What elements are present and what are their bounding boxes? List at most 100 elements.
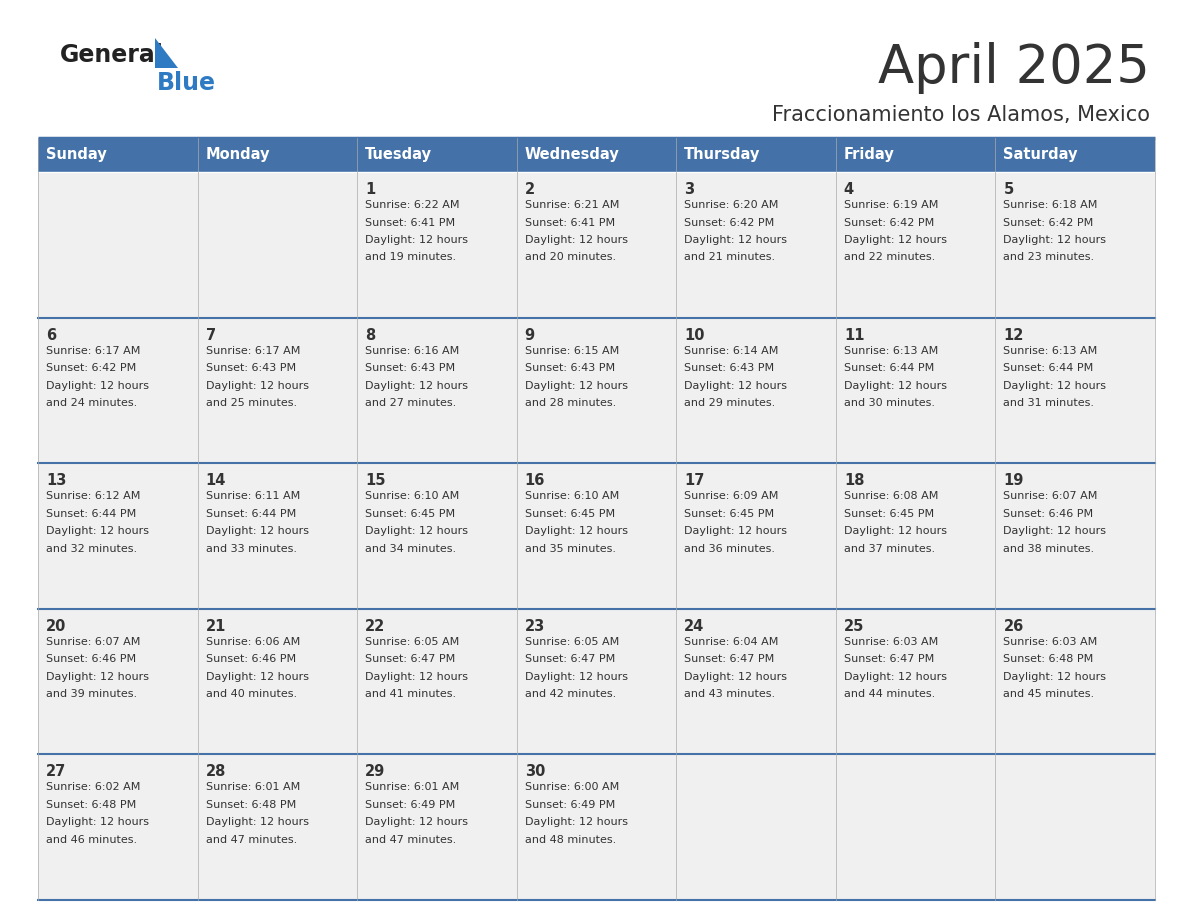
Text: Daylight: 12 hours: Daylight: 12 hours	[1004, 672, 1106, 682]
Text: 25: 25	[843, 619, 864, 633]
Bar	[38, 172, 197, 318]
Text: Sunrise: 6:13 AM: Sunrise: 6:13 AM	[843, 345, 939, 355]
Text: 11: 11	[843, 328, 865, 342]
Text: Sunset: 6:43 PM: Sunset: 6:43 PM	[206, 364, 296, 373]
Text: Daylight: 12 hours: Daylight: 12 hours	[525, 381, 627, 390]
Text: 28: 28	[206, 765, 226, 779]
Text: Sunrise: 6:03 AM: Sunrise: 6:03 AM	[1004, 637, 1098, 647]
Text: and 28 minutes.: and 28 minutes.	[525, 398, 615, 409]
Text: Wednesday: Wednesday	[525, 148, 619, 162]
Text: 24: 24	[684, 619, 704, 633]
Text: Sunset: 6:44 PM: Sunset: 6:44 PM	[843, 364, 934, 373]
Text: Sunrise: 6:04 AM: Sunrise: 6:04 AM	[684, 637, 778, 647]
Bar	[38, 138, 197, 172]
Bar	[358, 755, 517, 900]
Text: Sunrise: 6:07 AM: Sunrise: 6:07 AM	[46, 637, 140, 647]
Text: and 25 minutes.: and 25 minutes.	[206, 398, 297, 409]
Text: Sunrise: 6:05 AM: Sunrise: 6:05 AM	[525, 637, 619, 647]
Text: Sunrise: 6:14 AM: Sunrise: 6:14 AM	[684, 345, 778, 355]
Text: Daylight: 12 hours: Daylight: 12 hours	[206, 672, 309, 682]
Text: 15: 15	[365, 473, 386, 488]
Text: Sunrise: 6:01 AM: Sunrise: 6:01 AM	[206, 782, 299, 792]
Text: 7: 7	[206, 328, 216, 342]
Bar	[836, 609, 996, 755]
Bar	[676, 172, 836, 318]
Text: Daylight: 12 hours: Daylight: 12 hours	[843, 672, 947, 682]
Text: Sunset: 6:47 PM: Sunset: 6:47 PM	[843, 655, 934, 665]
Bar	[996, 464, 1155, 609]
Text: and 43 minutes.: and 43 minutes.	[684, 689, 776, 700]
Text: Sunset: 6:48 PM: Sunset: 6:48 PM	[206, 800, 296, 810]
Text: Sunrise: 6:06 AM: Sunrise: 6:06 AM	[206, 637, 299, 647]
Text: and 35 minutes.: and 35 minutes.	[525, 543, 615, 554]
Bar	[517, 172, 676, 318]
Bar	[676, 609, 836, 755]
Text: Daylight: 12 hours: Daylight: 12 hours	[206, 381, 309, 390]
Text: Sunset: 6:47 PM: Sunset: 6:47 PM	[365, 655, 455, 665]
Text: Daylight: 12 hours: Daylight: 12 hours	[684, 526, 788, 536]
Text: 12: 12	[1004, 328, 1024, 342]
Text: and 33 minutes.: and 33 minutes.	[206, 543, 297, 554]
Text: Sunrise: 6:00 AM: Sunrise: 6:00 AM	[525, 782, 619, 792]
Bar	[996, 318, 1155, 464]
Text: 30: 30	[525, 765, 545, 779]
Text: Sunrise: 6:19 AM: Sunrise: 6:19 AM	[843, 200, 939, 210]
Text: and 47 minutes.: and 47 minutes.	[206, 834, 297, 845]
Text: Sunset: 6:42 PM: Sunset: 6:42 PM	[46, 364, 137, 373]
Text: and 24 minutes.: and 24 minutes.	[46, 398, 138, 409]
Text: Daylight: 12 hours: Daylight: 12 hours	[843, 526, 947, 536]
Bar	[517, 318, 676, 464]
Text: and 19 minutes.: and 19 minutes.	[365, 252, 456, 263]
Text: and 45 minutes.: and 45 minutes.	[1004, 689, 1094, 700]
Text: Sunrise: 6:11 AM: Sunrise: 6:11 AM	[206, 491, 299, 501]
Text: and 40 minutes.: and 40 minutes.	[206, 689, 297, 700]
Text: Blue: Blue	[157, 71, 216, 95]
Text: Sunrise: 6:13 AM: Sunrise: 6:13 AM	[1004, 345, 1098, 355]
Text: Daylight: 12 hours: Daylight: 12 hours	[1004, 526, 1106, 536]
Text: and 30 minutes.: and 30 minutes.	[843, 398, 935, 409]
Text: 16: 16	[525, 473, 545, 488]
Text: 22: 22	[365, 619, 385, 633]
Text: Daylight: 12 hours: Daylight: 12 hours	[46, 817, 148, 827]
Text: Daylight: 12 hours: Daylight: 12 hours	[46, 672, 148, 682]
Text: 20: 20	[46, 619, 67, 633]
Text: and 34 minutes.: and 34 minutes.	[365, 543, 456, 554]
Text: Sunrise: 6:01 AM: Sunrise: 6:01 AM	[365, 782, 460, 792]
Text: Sunset: 6:46 PM: Sunset: 6:46 PM	[206, 655, 296, 665]
Text: Sunset: 6:46 PM: Sunset: 6:46 PM	[1004, 509, 1093, 519]
Text: Sunrise: 6:09 AM: Sunrise: 6:09 AM	[684, 491, 778, 501]
Text: Daylight: 12 hours: Daylight: 12 hours	[365, 235, 468, 245]
Text: Sunrise: 6:02 AM: Sunrise: 6:02 AM	[46, 782, 140, 792]
Text: Sunset: 6:44 PM: Sunset: 6:44 PM	[46, 509, 137, 519]
Text: Sunset: 6:49 PM: Sunset: 6:49 PM	[525, 800, 615, 810]
Bar	[836, 138, 996, 172]
Text: Sunset: 6:42 PM: Sunset: 6:42 PM	[1004, 218, 1094, 228]
Text: Daylight: 12 hours: Daylight: 12 hours	[525, 672, 627, 682]
Text: Tuesday: Tuesday	[365, 148, 432, 162]
Text: Daylight: 12 hours: Daylight: 12 hours	[684, 235, 788, 245]
Text: Sunrise: 6:12 AM: Sunrise: 6:12 AM	[46, 491, 140, 501]
Text: Daylight: 12 hours: Daylight: 12 hours	[365, 381, 468, 390]
Text: Sunset: 6:43 PM: Sunset: 6:43 PM	[525, 364, 615, 373]
Bar	[676, 755, 836, 900]
Text: 13: 13	[46, 473, 67, 488]
Bar	[38, 609, 197, 755]
Text: Sunrise: 6:20 AM: Sunrise: 6:20 AM	[684, 200, 778, 210]
Text: Sunset: 6:41 PM: Sunset: 6:41 PM	[525, 218, 615, 228]
Bar	[197, 755, 358, 900]
Text: Sunrise: 6:05 AM: Sunrise: 6:05 AM	[365, 637, 460, 647]
Text: Sunrise: 6:22 AM: Sunrise: 6:22 AM	[365, 200, 460, 210]
Bar	[517, 138, 676, 172]
Text: Sunset: 6:45 PM: Sunset: 6:45 PM	[843, 509, 934, 519]
Text: Sunset: 6:44 PM: Sunset: 6:44 PM	[1004, 364, 1094, 373]
Text: Sunset: 6:47 PM: Sunset: 6:47 PM	[684, 655, 775, 665]
Text: and 37 minutes.: and 37 minutes.	[843, 543, 935, 554]
Bar	[38, 318, 197, 464]
Text: Daylight: 12 hours: Daylight: 12 hours	[525, 235, 627, 245]
Text: 23: 23	[525, 619, 545, 633]
Text: Sunrise: 6:08 AM: Sunrise: 6:08 AM	[843, 491, 939, 501]
Text: 9: 9	[525, 328, 535, 342]
Text: 21: 21	[206, 619, 226, 633]
Bar	[996, 755, 1155, 900]
Bar	[358, 318, 517, 464]
